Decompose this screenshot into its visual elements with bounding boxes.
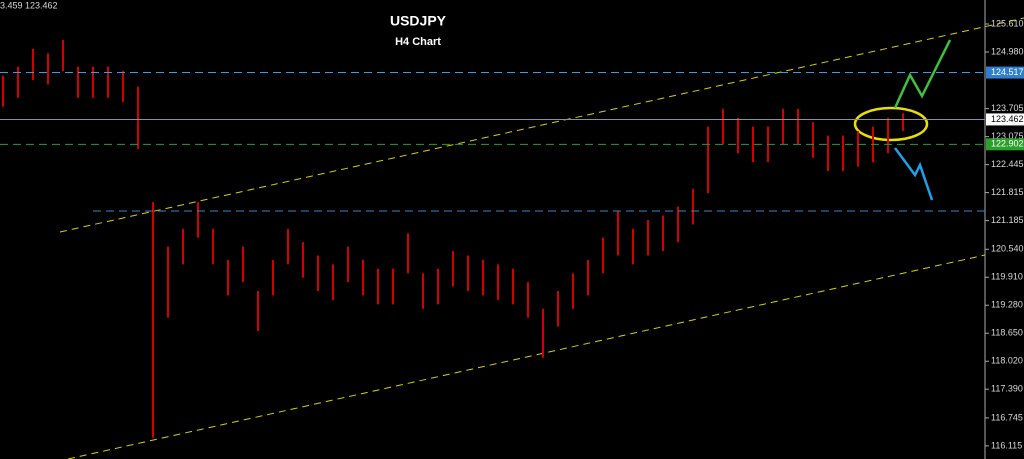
y-tick-label: 122.445 [991, 159, 1024, 169]
y-tick-label: 125.610 [991, 18, 1024, 28]
header-text: 3.459 123.462 [0, 0, 58, 10]
y-tick-label: 119.910 [991, 272, 1023, 282]
chart-subtitle: H4 Chart [395, 36, 441, 48]
upper-trendline [59, 17, 1024, 233]
level-label-box [986, 138, 1024, 151]
y-tick-label: 116.745 [991, 412, 1023, 422]
plot [0, 39, 985, 438]
highlight-ellipse [853, 106, 929, 142]
y-tick-label: 118.020 [991, 356, 1023, 366]
y-tick-label: 120.540 [991, 244, 1024, 254]
y-tick-label: 123.075 [991, 131, 1024, 141]
level-label: 122.902 [991, 139, 1024, 149]
y-tick-label: 124.980 [991, 46, 1024, 56]
y-tick-label: 118.650 [991, 328, 1023, 338]
y-tick-label: 116.115 [991, 440, 1022, 450]
y-tick-label: 121.185 [991, 215, 1024, 225]
level-label: 124.517 [991, 67, 1024, 77]
y-tick-label: 121.815 [991, 187, 1024, 197]
y-tick-label: 117.390 [991, 384, 1023, 394]
y-tick-label: 123.705 [991, 103, 1024, 113]
lower-trendline [67, 254, 986, 459]
chart-title: USDJPY [390, 13, 447, 29]
y-tick-label: 119.280 [991, 300, 1023, 310]
level-label: 123.462 [991, 114, 1024, 124]
bearish-arrow [893, 147, 934, 201]
level-label-box [986, 66, 1024, 79]
bullish-arrow [893, 39, 952, 109]
level-label-box [986, 113, 1024, 126]
